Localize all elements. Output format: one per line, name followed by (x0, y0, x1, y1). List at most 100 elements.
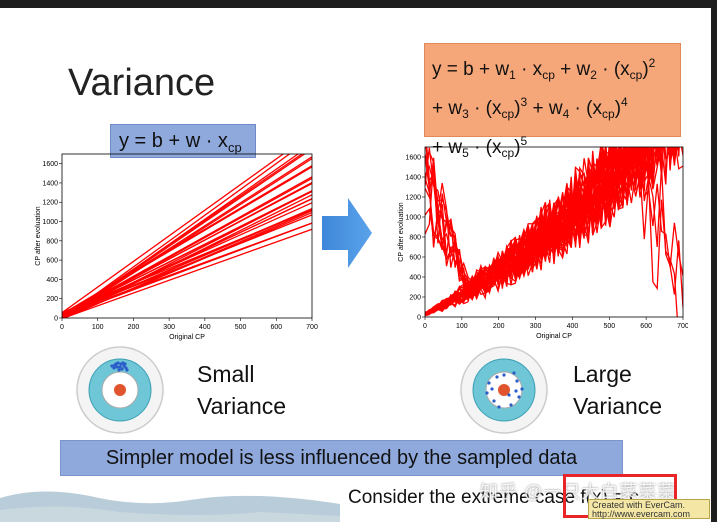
series-line (62, 177, 312, 318)
eq-sub: 3 (462, 107, 469, 121)
eq-part: + w (527, 98, 563, 119)
eq-sub: cp (629, 68, 643, 82)
eq-line-3: + w5 · (xcp)5 (432, 128, 680, 167)
evercam-badge: Created with EverCam. http://www.evercam… (588, 499, 710, 519)
y-tick-label: 1400 (42, 180, 58, 187)
eq-part: · x (515, 59, 543, 80)
series-line (62, 228, 312, 318)
x-tick-label: 100 (92, 324, 104, 331)
eq-sub: 5 (462, 146, 469, 160)
eq-part: · (x (569, 98, 602, 119)
eq-sub: cp (501, 146, 515, 160)
series-group (62, 154, 312, 318)
y-tick-label: 800 (46, 238, 58, 245)
tight-dot-cluster (110, 361, 129, 372)
x-tick-label: 400 (199, 324, 211, 331)
polynomial-equation: y = b + w1 · xcp + w2 · (xcp)2 + w3 · (x… (424, 43, 681, 160)
eq-part: · (x (468, 98, 502, 119)
conclusion-banner: Simpler model is less influenced by the … (60, 440, 623, 476)
eq-text: y = b + w · x (119, 130, 228, 152)
y-tick-label: 1200 (405, 195, 421, 202)
x-tick-label: 600 (270, 324, 282, 331)
eq-part: ) (642, 59, 649, 80)
y-tick-label: 1200 (42, 200, 58, 207)
eq-part: y = b + w (432, 59, 510, 80)
plot-frame (424, 146, 684, 318)
x-axis-label: Original CP (536, 333, 572, 340)
eq-part: + w (432, 137, 463, 158)
eq-line-2: + w3 · (xcp)3 + w4 · (xcp)4 (432, 89, 680, 128)
x-tick-label: 200 (493, 323, 505, 330)
series-line (62, 154, 291, 318)
y-tick-label: 400 (46, 277, 58, 284)
caption-line: Small (197, 361, 255, 387)
large-variance-target-icon (460, 346, 548, 434)
x-tick-label: 700 (306, 324, 318, 331)
eq-line-1: y = b + w1 · xcp + w2 · (xcp)2 (432, 50, 680, 89)
y-tick-label: 600 (46, 258, 58, 265)
y-tick-label: 1000 (405, 215, 421, 222)
y-tick-label: 0 (417, 315, 421, 322)
y-tick-label: 200 (409, 295, 421, 302)
series-line (63, 194, 312, 318)
eq-part: ) (614, 98, 622, 119)
x-tick-label: 600 (640, 323, 652, 330)
eq-sub: 1 (509, 68, 516, 82)
x-tick-label: 500 (603, 323, 615, 330)
y-tick-label: 1600 (42, 161, 58, 168)
eq-part: · (x (596, 59, 630, 80)
y-axis-label: CP after evoluation (398, 202, 405, 262)
slide-title: Variance (68, 62, 216, 104)
landscape-decoration (0, 491, 340, 522)
x-tick-label: 100 (456, 323, 468, 330)
series-line (62, 190, 312, 316)
linear-model-plot: 0 100 200 300 400 500 600 700 0 200 400 600 800 1000 1… (35, 153, 318, 341)
bottom-caption: Consider the extreme case f(x) = c (348, 487, 639, 508)
series-line (62, 158, 312, 318)
eq-part: + w (554, 59, 591, 80)
eq-part: · (x (468, 137, 502, 158)
linear-equation: y = b + w · xcp (110, 124, 256, 158)
series-line (425, 147, 676, 298)
series-line (425, 147, 680, 314)
x-tick-label: 500 (235, 324, 247, 331)
large-variance-caption: Large Variance (573, 358, 662, 422)
eq-sub: cp (227, 140, 242, 155)
eq-sup: 5 (520, 134, 528, 148)
right-arrow-icon (322, 198, 372, 268)
x-tick-label: 400 (567, 323, 579, 330)
y-tick-label: 1400 (405, 175, 421, 182)
caption-line: Variance (573, 393, 663, 419)
series-line (62, 154, 285, 314)
y-tick-label: 600 (409, 255, 421, 262)
eq-part: ) (514, 137, 521, 158)
x-axis-label: Original CP (169, 334, 205, 341)
caption-line: Large (573, 361, 632, 387)
y-tick-label: 1600 (405, 155, 421, 162)
y-tick-label: 200 (46, 296, 58, 303)
x-tick-label: 700 (677, 323, 688, 330)
watermark: 知乎 @一只大白菜菜菜 (480, 482, 677, 502)
series-group (425, 147, 683, 317)
y-tick-label: 1000 (42, 219, 58, 226)
eq-sup: 2 (648, 56, 656, 70)
right-bar (711, 0, 717, 522)
scattered-dots (485, 371, 524, 409)
series-line (62, 222, 312, 318)
x-tick-label: 300 (163, 324, 175, 331)
eq-sub: cp (501, 107, 515, 121)
x-tick-label: 300 (530, 323, 542, 330)
x-tick-label: 200 (128, 324, 140, 331)
y-tick-label: 400 (409, 275, 421, 282)
series-line (62, 166, 312, 316)
caption-line: Variance (197, 393, 287, 419)
series-line (425, 147, 635, 316)
eq-sub: cp (542, 68, 555, 82)
x-tick-label: 0 (423, 323, 427, 330)
eq-part: + w (432, 98, 463, 119)
eq-sub: 2 (590, 68, 597, 82)
y-axis-label: CP after evoluation (35, 206, 42, 266)
small-variance-caption: Small Variance (197, 358, 286, 422)
eq-sup: 3 (520, 95, 528, 109)
